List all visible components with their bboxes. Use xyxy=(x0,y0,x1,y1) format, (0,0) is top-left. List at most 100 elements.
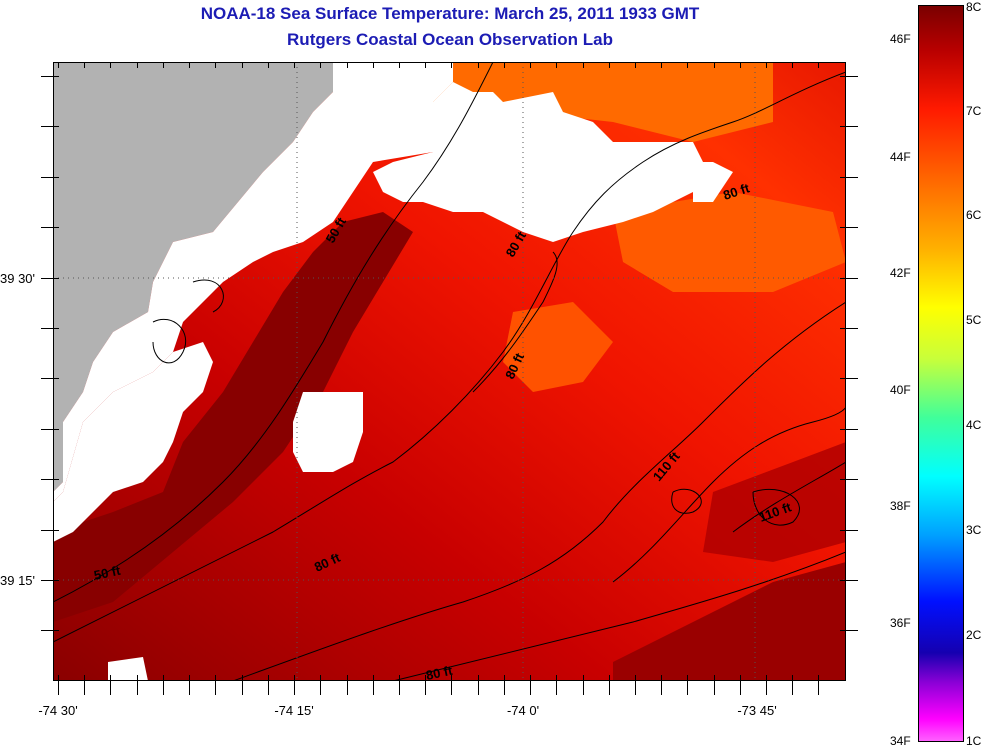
axis-tick xyxy=(294,62,295,68)
axis-tick xyxy=(242,681,243,695)
axis-tick xyxy=(189,681,190,695)
axis-tick xyxy=(687,681,688,695)
axis-tick xyxy=(53,429,59,430)
axis-tick xyxy=(840,177,846,178)
axis-tick xyxy=(137,62,138,68)
axis-tick xyxy=(58,675,59,681)
axis-tick xyxy=(53,530,59,531)
axis-tick xyxy=(766,675,767,681)
axis-tick xyxy=(41,177,53,178)
axis-tick xyxy=(766,62,767,68)
axis-tick xyxy=(163,62,164,68)
axis-tick xyxy=(740,675,741,681)
lon-label-74-0: -74 0' xyxy=(506,703,540,718)
axis-tick xyxy=(53,479,59,480)
colorbar-label-3c: 3C xyxy=(966,523,982,537)
offshore-warm-patch xyxy=(613,562,846,681)
axis-tick xyxy=(425,62,426,68)
axis-tick xyxy=(189,675,190,681)
axis-tick xyxy=(846,378,858,379)
axis-tick xyxy=(84,675,85,681)
axis-tick xyxy=(110,681,111,695)
axis-tick xyxy=(766,681,767,695)
sst-map-canvas: 50 ft 80 ft 80 ft 80 ft 110 ft 110 ft 50… xyxy=(53,62,846,681)
axis-tick xyxy=(530,62,531,68)
axis-tick xyxy=(840,479,846,480)
colorbar-label-42f: 42F xyxy=(890,266,911,280)
nearshore-warm-band xyxy=(53,212,413,622)
axis-tick xyxy=(425,681,426,695)
axis-tick xyxy=(583,62,584,68)
axis-tick xyxy=(818,675,819,681)
axis-tick xyxy=(53,328,59,329)
axis-tick xyxy=(53,76,59,77)
axis-tick xyxy=(846,479,858,480)
axis-tick xyxy=(609,681,610,695)
axis-tick xyxy=(478,681,479,695)
axis-tick xyxy=(635,675,636,681)
depth-contours xyxy=(53,62,846,681)
axis-tick xyxy=(294,675,295,681)
graticule xyxy=(53,62,846,681)
lat-label-39-30: 39 30' xyxy=(0,271,36,286)
axis-tick xyxy=(840,378,846,379)
axis-tick xyxy=(556,62,557,68)
colorbar-label-1c: 1C xyxy=(966,734,982,748)
lon-label-74-30: -74 30' xyxy=(38,703,78,718)
axis-tick xyxy=(215,681,216,695)
axis-tick xyxy=(110,675,111,681)
axis-tick xyxy=(792,62,793,68)
axis-tick xyxy=(661,675,662,681)
map-subtitle: Rutgers Coastal Ocean Observation Lab xyxy=(287,30,613,49)
axis-tick xyxy=(451,681,452,695)
colorbar-label-2c: 2C xyxy=(966,628,982,642)
axis-tick xyxy=(846,126,858,127)
axis-tick xyxy=(399,675,400,681)
axis-tick xyxy=(41,76,53,77)
colorbar-label-34f: 34F xyxy=(890,734,911,748)
axis-tick xyxy=(661,62,662,68)
colorbar-label-46f: 46F xyxy=(890,32,911,46)
axis-tick xyxy=(399,62,400,68)
axis-tick xyxy=(818,681,819,695)
axis-tick xyxy=(84,681,85,695)
orange-patch-ne xyxy=(613,192,846,292)
lon-label-74-15: -74 15' xyxy=(274,703,314,718)
axis-tick xyxy=(268,681,269,695)
axis-tick xyxy=(740,681,741,695)
axis-tick xyxy=(347,675,348,681)
axis-tick xyxy=(53,580,59,581)
axis-tick xyxy=(846,530,858,531)
axis-tick xyxy=(478,675,479,681)
axis-tick xyxy=(58,62,59,68)
orange-patch-mid xyxy=(503,302,613,392)
axis-tick xyxy=(294,681,295,695)
colorbar-label-4c: 4C xyxy=(966,418,982,432)
colorbar-label-44f: 44F xyxy=(890,150,911,164)
axis-tick xyxy=(556,681,557,695)
axis-tick xyxy=(41,227,53,228)
axis-tick xyxy=(846,227,858,228)
axis-tick xyxy=(583,681,584,695)
axis-tick xyxy=(41,479,53,480)
axis-tick xyxy=(58,681,59,695)
axis-tick xyxy=(687,62,688,68)
axis-tick xyxy=(41,328,53,329)
land-new-jersey xyxy=(53,62,333,492)
axis-tick xyxy=(373,675,374,681)
axis-tick xyxy=(41,278,53,279)
axis-tick xyxy=(41,630,53,631)
axis-tick xyxy=(846,429,858,430)
axis-tick xyxy=(53,378,59,379)
axis-tick xyxy=(714,675,715,681)
axis-tick xyxy=(846,177,858,178)
axis-tick xyxy=(609,62,610,68)
axis-tick xyxy=(189,62,190,68)
cloud-mask-mid xyxy=(293,392,363,472)
axis-tick xyxy=(840,126,846,127)
cloud-mask-ne xyxy=(693,162,733,202)
offshore-warm-patch-2 xyxy=(703,442,846,562)
axis-tick xyxy=(268,62,269,68)
cloud-mask-center xyxy=(373,82,703,242)
axis-tick xyxy=(163,675,164,681)
